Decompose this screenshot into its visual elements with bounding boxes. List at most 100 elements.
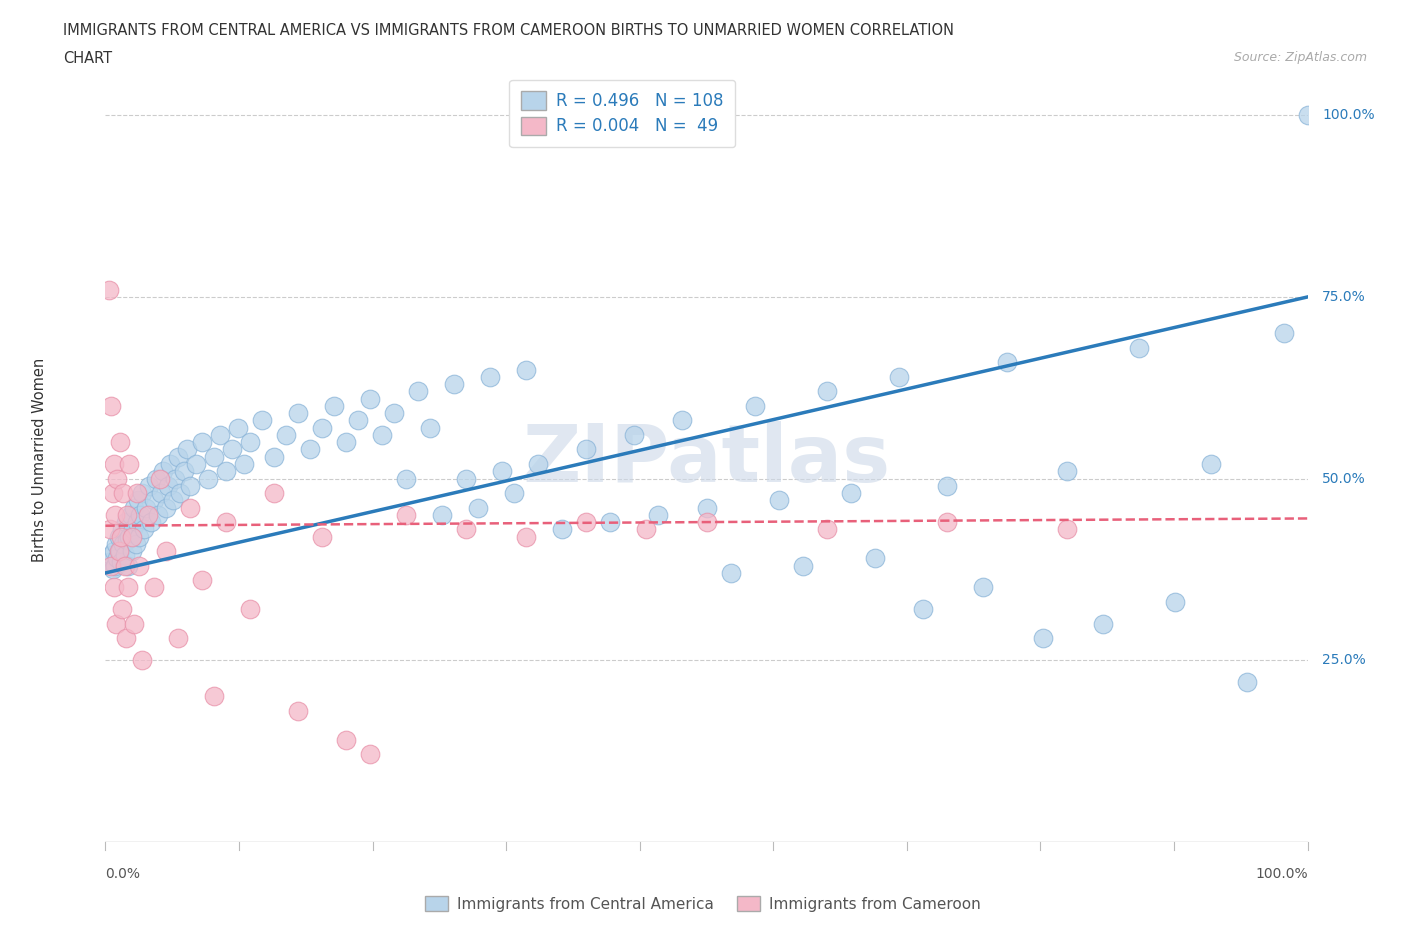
Point xyxy=(335,733,357,748)
Point xyxy=(263,449,285,464)
Point xyxy=(226,420,249,435)
Point xyxy=(117,580,139,595)
Point xyxy=(190,573,212,588)
Point xyxy=(142,580,165,595)
Point xyxy=(263,485,285,500)
Point xyxy=(359,747,381,762)
Point xyxy=(115,631,138,645)
Point xyxy=(197,472,219,486)
Point xyxy=(1296,108,1319,123)
Point xyxy=(202,449,225,464)
Point xyxy=(139,514,162,529)
Point xyxy=(287,703,309,718)
Point xyxy=(214,464,236,479)
Point xyxy=(107,551,129,565)
Point xyxy=(103,544,125,559)
Point xyxy=(166,449,188,464)
Point xyxy=(115,533,138,548)
Point xyxy=(1164,594,1187,609)
Text: CHART: CHART xyxy=(63,51,112,66)
Point xyxy=(792,558,814,573)
Legend: Immigrants from Central America, Immigrants from Cameroon: Immigrants from Central America, Immigra… xyxy=(419,889,987,918)
Point xyxy=(527,457,550,472)
Point xyxy=(124,617,146,631)
Point xyxy=(575,442,598,457)
Point xyxy=(162,493,184,508)
Text: 100.0%: 100.0% xyxy=(1322,109,1375,123)
Point xyxy=(322,398,344,413)
Point xyxy=(515,529,537,544)
Point xyxy=(936,478,959,493)
Text: 75.0%: 75.0% xyxy=(1322,290,1365,304)
Point xyxy=(129,508,152,523)
Point xyxy=(179,500,201,515)
Point xyxy=(104,558,127,573)
Point xyxy=(184,457,207,472)
Point xyxy=(148,508,170,523)
Point xyxy=(173,464,195,479)
Point xyxy=(103,580,125,595)
Point xyxy=(98,554,121,569)
Point xyxy=(98,522,121,537)
Text: 0.0%: 0.0% xyxy=(105,867,141,881)
Point xyxy=(454,522,477,537)
Point xyxy=(156,478,179,493)
Point xyxy=(311,529,333,544)
Point xyxy=(1128,340,1150,355)
Point xyxy=(103,457,125,472)
Point xyxy=(1201,457,1223,472)
Point xyxy=(131,653,153,668)
Point xyxy=(515,362,537,377)
Point xyxy=(419,420,441,435)
Text: Births to Unmarried Women: Births to Unmarried Women xyxy=(32,358,46,563)
Point xyxy=(98,282,121,297)
Point xyxy=(250,413,273,428)
Point xyxy=(720,565,742,580)
Point xyxy=(121,529,143,544)
Point xyxy=(371,428,394,443)
Point xyxy=(335,434,357,449)
Point xyxy=(202,689,225,704)
Point xyxy=(125,485,148,500)
Point xyxy=(696,514,718,529)
Point xyxy=(121,544,143,559)
Point xyxy=(148,472,170,486)
Point xyxy=(138,478,160,493)
Text: Source: ZipAtlas.com: Source: ZipAtlas.com xyxy=(1233,51,1367,64)
Point xyxy=(108,434,131,449)
Point xyxy=(122,522,145,537)
Point xyxy=(117,558,139,573)
Point xyxy=(176,442,198,457)
Point xyxy=(118,457,141,472)
Text: ZIPatlas: ZIPatlas xyxy=(523,421,890,499)
Point xyxy=(155,500,177,515)
Point xyxy=(972,580,994,595)
Point xyxy=(105,617,128,631)
Point xyxy=(190,434,212,449)
Point xyxy=(395,508,418,523)
Point xyxy=(208,428,231,443)
Point xyxy=(1056,522,1078,537)
Point xyxy=(1056,464,1078,479)
Point xyxy=(815,384,838,399)
Point xyxy=(112,485,135,500)
Point xyxy=(107,472,129,486)
Point xyxy=(135,500,157,515)
Text: IMMIGRANTS FROM CENTRAL AMERICA VS IMMIGRANTS FROM CAMEROON BIRTHS TO UNMARRIED : IMMIGRANTS FROM CENTRAL AMERICA VS IMMIG… xyxy=(63,23,955,38)
Point xyxy=(100,548,122,563)
Point xyxy=(744,398,766,413)
Point xyxy=(298,442,321,457)
Point xyxy=(127,493,149,508)
Point xyxy=(239,434,262,449)
Point xyxy=(347,413,370,428)
Point xyxy=(111,522,134,537)
Point xyxy=(124,537,146,551)
Text: 25.0%: 25.0% xyxy=(1322,653,1365,667)
Point xyxy=(232,457,254,472)
Point xyxy=(166,631,188,645)
Point xyxy=(115,514,138,529)
Point xyxy=(395,472,418,486)
Point xyxy=(112,537,135,551)
Point xyxy=(1272,326,1295,340)
Text: 100.0%: 100.0% xyxy=(1256,867,1308,881)
